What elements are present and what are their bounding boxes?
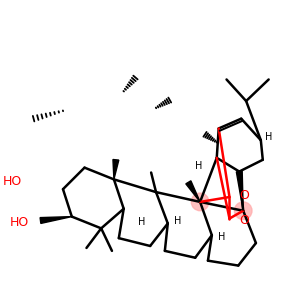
Text: H: H (138, 218, 145, 227)
Polygon shape (236, 171, 243, 211)
Text: H: H (174, 217, 181, 226)
Text: HO: HO (3, 175, 22, 188)
Text: H: H (265, 132, 272, 142)
Polygon shape (186, 181, 200, 202)
Circle shape (191, 193, 209, 211)
Text: O: O (239, 189, 249, 202)
Text: H: H (218, 232, 225, 242)
Circle shape (234, 202, 252, 220)
Polygon shape (40, 217, 72, 224)
Text: H: H (195, 161, 203, 171)
Polygon shape (113, 160, 119, 179)
Text: O: O (239, 214, 249, 227)
Text: HO: HO (10, 216, 29, 229)
